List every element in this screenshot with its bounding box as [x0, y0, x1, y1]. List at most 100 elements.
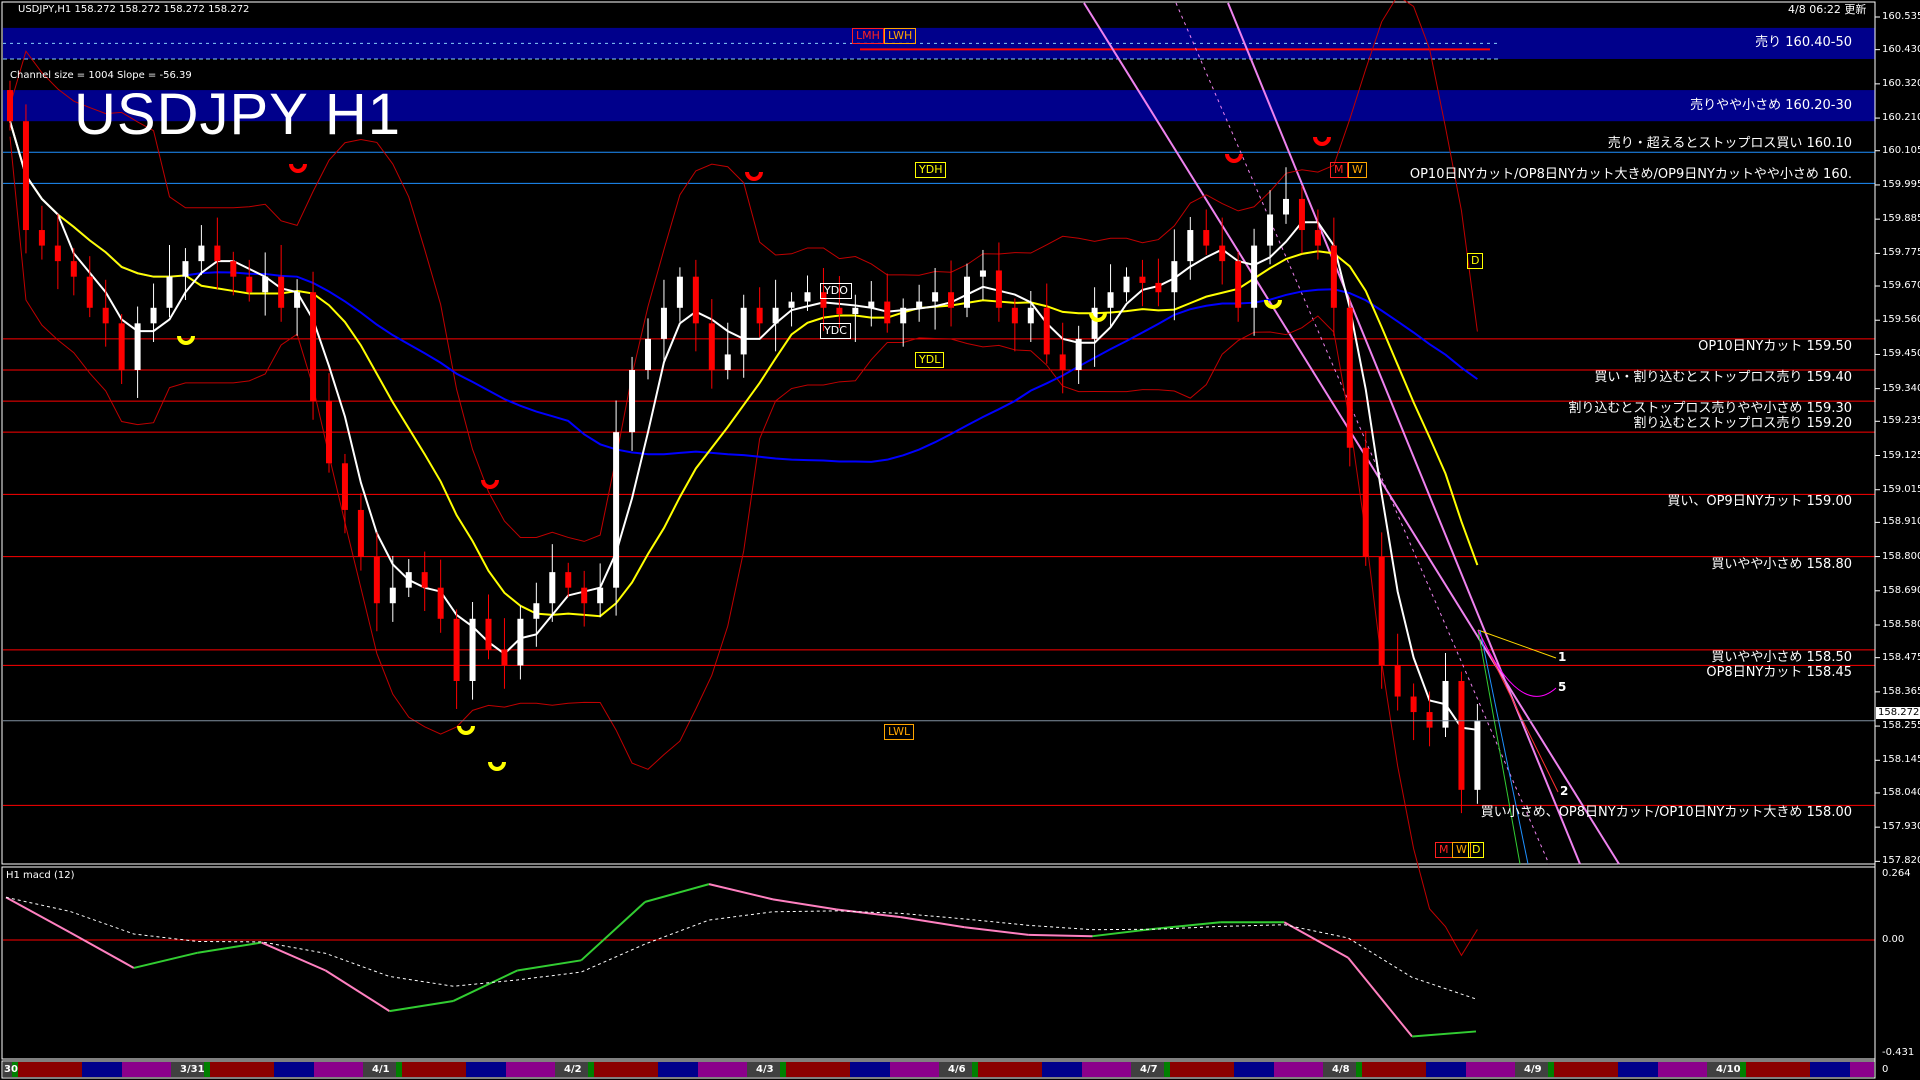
session-block: [658, 1062, 698, 1077]
level-label: OP8日NYカット 158.45: [1706, 665, 1852, 681]
session-block: [1356, 1062, 1362, 1077]
price-tick-label: 158.475: [1882, 651, 1920, 663]
macd-line-segment: [452, 969, 518, 1002]
level-label: 割り込むとストップロス売りやや小さめ 159.30: [1568, 401, 1852, 417]
price-tick-label: 158.255: [1882, 720, 1920, 732]
candle-up: [868, 301, 875, 308]
session-block: [1082, 1062, 1131, 1077]
session-block: [506, 1062, 555, 1077]
session-block: [747, 1062, 780, 1077]
macd-line-segment: [836, 908, 901, 919]
macd-line-segment: [1412, 1030, 1477, 1038]
candle-down: [995, 270, 1002, 308]
session-block: [1746, 1062, 1810, 1077]
price-tick-label: 158.690: [1882, 584, 1920, 596]
session-block: [12, 1062, 18, 1077]
candle-down: [581, 587, 588, 604]
ma-slow: [9, 120, 1478, 463]
session-block: [204, 1062, 210, 1077]
time-label: 4/7: [1140, 1064, 1158, 1075]
macd-line-segment: [133, 951, 198, 969]
price-tick-label: 159.235: [1882, 415, 1920, 427]
candle-up: [1474, 720, 1481, 790]
session-block: [1850, 1062, 1874, 1077]
candle-down: [501, 649, 508, 666]
candle-down: [1378, 556, 1385, 666]
candle-down: [1362, 447, 1369, 557]
candle-down: [421, 572, 428, 588]
marker-lwl: LWL: [884, 724, 915, 740]
candle-down: [1203, 230, 1210, 246]
candle-down: [1458, 680, 1465, 790]
price-tick-label: 160.535: [1882, 11, 1920, 22]
candle-down: [102, 307, 109, 324]
macd-signal-line: [5, 896, 1477, 1000]
macd-title: H1 macd (12): [6, 870, 75, 881]
wave-line-1: [1477, 629, 1557, 659]
candle-down: [1330, 245, 1337, 308]
price-tick-label: 157.930: [1882, 821, 1920, 833]
level-label: 買い小さめ、OP8日NYカット/OP10日NYカット大きめ 158.00: [1480, 805, 1852, 821]
candle-up: [1107, 292, 1114, 308]
macd-line-segment: [1092, 927, 1157, 938]
current-price-label: 158.272: [1876, 707, 1920, 720]
session-block: [1164, 1062, 1170, 1077]
candle-down: [118, 323, 125, 370]
candle-up: [629, 369, 636, 433]
candle-up: [804, 292, 811, 302]
candle-up: [1267, 214, 1274, 246]
fractal-arrow-icon: [488, 761, 506, 771]
wave-line-green: [1477, 629, 1521, 865]
macd-line-segment: [900, 916, 965, 929]
time-label: 4/10: [1716, 1064, 1741, 1075]
session-block: [466, 1062, 506, 1077]
session-block: [82, 1062, 122, 1077]
level-label: OP10日NYカット/OP8日NYカット大きめ/OP9日NYカットやや小さめ 1…: [1409, 167, 1852, 183]
candle-up: [469, 618, 476, 681]
candle-down: [1394, 665, 1401, 697]
candle-down: [948, 292, 955, 308]
price-tick-label: 159.340: [1882, 382, 1920, 394]
price-tick-label: 158.365: [1882, 685, 1920, 697]
macd-line-segment: [1156, 921, 1221, 930]
session-block: [1274, 1062, 1323, 1077]
candle-up: [533, 603, 540, 619]
fractal-arrow-icon: [1264, 299, 1282, 309]
session-block: [1658, 1062, 1707, 1077]
macd-line-segment: [772, 898, 838, 911]
session-block: [588, 1062, 594, 1077]
time-label: 4/8: [1332, 1064, 1350, 1075]
price-tick-label: 160.210: [1882, 112, 1920, 124]
candle-up: [979, 270, 986, 277]
update-time: 4/8 06:22 更新: [1788, 3, 1867, 16]
session-block: [171, 1062, 204, 1077]
channel-line-mid[interactable]: [1175, 2, 1550, 865]
chart-title: USDJPY H1: [74, 82, 402, 147]
session-block: [1515, 1062, 1548, 1077]
candle-down: [1235, 261, 1242, 308]
candle-up: [405, 572, 412, 588]
candle-down: [214, 245, 221, 262]
channel-line-lower[interactable]: [1227, 2, 1581, 865]
macd-tick-top: 0.264: [1882, 868, 1911, 879]
session-block: [939, 1062, 972, 1077]
candle-down: [341, 463, 348, 510]
session-block: [698, 1062, 747, 1077]
candle-down: [836, 307, 843, 315]
channel-info: Channel size = 1004 Slope = -56.39: [10, 70, 192, 81]
macd-line-segment: [325, 969, 391, 1012]
session-block: [314, 1062, 363, 1077]
candle-down: [884, 301, 891, 324]
candle-down: [565, 572, 572, 588]
candle-up: [1123, 276, 1130, 293]
ma-mid: [9, 120, 1479, 618]
candle-up: [900, 307, 907, 324]
candle-up: [1442, 680, 1449, 728]
level-label: 買いやや小さめ 158.50: [1711, 649, 1852, 665]
level-label: 買いやや小さめ 158.80: [1711, 556, 1852, 572]
macd-line-segment: [964, 926, 1029, 936]
session-block: [1618, 1062, 1658, 1077]
session-block: [396, 1062, 402, 1077]
session-block: [890, 1062, 939, 1077]
